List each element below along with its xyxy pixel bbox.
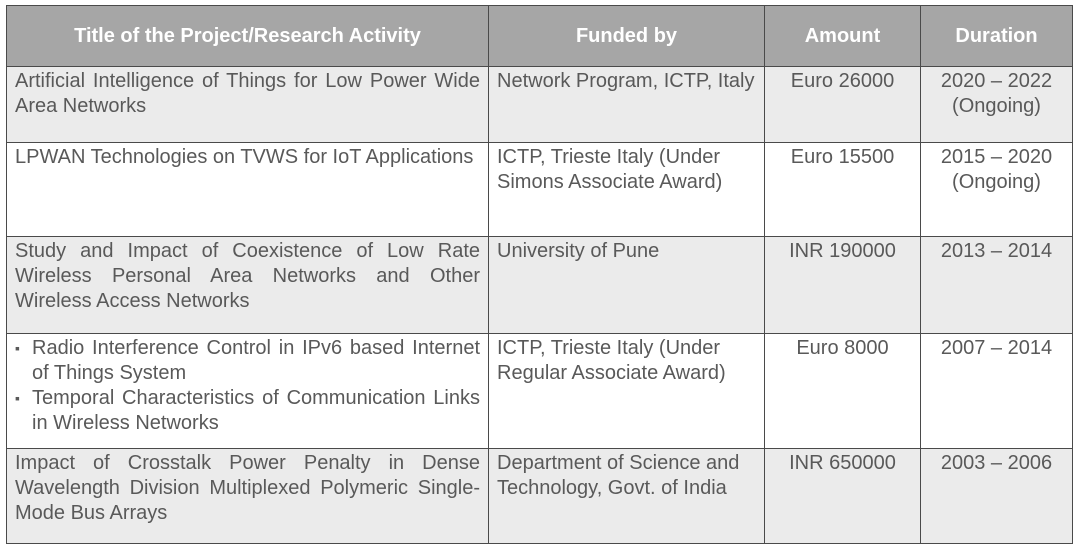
header-amount: Amount (764, 5, 921, 67)
funded-by-cell: Department of Science and Technology, Go… (488, 448, 765, 544)
bullet-marker: ▪ (15, 390, 20, 406)
duration-years: 2013 – 2014 (940, 240, 1053, 262)
project-title: Artificial Intelligence of Things for Lo… (6, 66, 489, 143)
bullet-item: ▪ Radio Interference Control in IPv6 bas… (15, 336, 480, 386)
table-row: Study and Impact of Coexistence of Low R… (6, 236, 1073, 334)
bullet-text: Radio Interference Control in IPv6 based… (32, 337, 480, 384)
amount-cell: Euro 15500 (764, 142, 921, 237)
funded-by-cell: University of Pune (488, 236, 765, 334)
amount-cell: Euro 8000 (764, 333, 921, 449)
duration-cell: 2003 – 2006 (920, 448, 1073, 544)
duration-cell: 2013 – 2014 (920, 236, 1073, 334)
duration-cell: 2015 – 2020 (Ongoing) (920, 142, 1073, 237)
project-title: Impact of Crosstalk Power Penalty in Den… (6, 448, 489, 544)
duration-note: (Ongoing) (952, 95, 1041, 117)
duration-years: 2007 – 2014 (940, 337, 1053, 359)
funded-by-cell: Network Program, ICTP, Italy (488, 66, 765, 143)
duration-note: (Ongoing) (952, 171, 1041, 193)
table-row: ▪ Radio Interference Control in IPv6 bas… (6, 333, 1073, 449)
table-row: Artificial Intelligence of Things for Lo… (6, 66, 1073, 143)
amount-cell: INR 190000 (764, 236, 921, 334)
amount-cell: INR 650000 (764, 448, 921, 544)
bullet-item: ▪ Temporal Characteristics of Communicat… (15, 386, 480, 436)
table-row: LPWAN Technologies on TVWS for IoT Appli… (6, 142, 1073, 237)
duration-years: 2015 – 2020 (940, 146, 1053, 168)
table-row: Impact of Crosstalk Power Penalty in Den… (6, 448, 1073, 544)
funded-by-cell: ICTP, Trieste Italy (Under Regular Assoc… (488, 333, 765, 449)
amount-cell: Euro 26000 (764, 66, 921, 143)
project-title-list: ▪ Radio Interference Control in IPv6 bas… (6, 333, 489, 449)
duration-cell: 2020 – 2022 (Ongoing) (920, 66, 1073, 143)
header-duration: Duration (920, 5, 1073, 67)
duration-cell: 2007 – 2014 (920, 333, 1073, 449)
project-title: LPWAN Technologies on TVWS for IoT Appli… (6, 142, 489, 237)
table-header-row: Title of the Project/Research Activity F… (6, 5, 1073, 67)
project-title: Study and Impact of Coexistence of Low R… (6, 236, 489, 334)
projects-table: Title of the Project/Research Activity F… (6, 5, 1073, 544)
header-funded-by: Funded by (488, 5, 765, 67)
bullet-marker: ▪ (15, 340, 20, 356)
funded-by-cell: ICTP, Trieste Italy (Under Simons Associ… (488, 142, 765, 237)
bullet-text: Temporal Characteristics of Communicatio… (32, 387, 480, 434)
duration-years: 2003 – 2006 (940, 452, 1053, 474)
project-title-bullets: ▪ Radio Interference Control in IPv6 bas… (15, 336, 480, 436)
duration-years: 2020 – 2022 (940, 70, 1053, 92)
header-title: Title of the Project/Research Activity (6, 5, 489, 67)
